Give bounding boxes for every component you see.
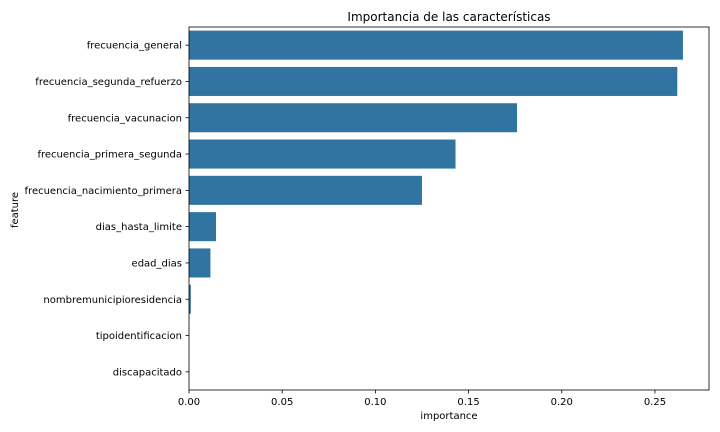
bar-edad_dias xyxy=(189,248,211,278)
bar-frecuencia_vacunacion xyxy=(189,103,518,133)
x-tick-label: 0.10 xyxy=(364,397,386,408)
chart-title: Importancia de las características xyxy=(347,10,550,24)
category-label: dias_hasta_limite xyxy=(96,222,182,233)
category-label: frecuencia_primera_segunda xyxy=(37,150,182,161)
x-tick-label: 0.15 xyxy=(457,397,479,408)
bar-nombremunicipioresidencia xyxy=(189,284,191,314)
category-label: nombremunicipioresidencia xyxy=(43,295,182,306)
plot-frame xyxy=(188,26,710,391)
category-label: frecuencia_general xyxy=(87,41,182,52)
bar-frecuencia_segunda_refuerzo xyxy=(189,66,678,96)
category-label: frecuencia_nacimiento_primera xyxy=(25,186,182,197)
bars-layer xyxy=(189,30,683,314)
bar-frecuencia_primera_segunda xyxy=(189,139,456,169)
category-label: tipoidentificacion xyxy=(96,331,182,342)
x-tick-label: 0.05 xyxy=(271,397,293,408)
category-label: frecuencia_segunda_refuerzo xyxy=(35,77,182,88)
category-label: frecuencia_vacunacion xyxy=(68,113,182,124)
x-tick-label: 0.25 xyxy=(644,397,666,408)
x-axis-label: importance xyxy=(420,411,477,422)
category-label: discapacitado xyxy=(113,367,182,378)
x-tick-label: 0.00 xyxy=(178,397,200,408)
bar-frecuencia_general xyxy=(189,30,683,60)
bar-frecuencia_nacimiento_primera xyxy=(189,175,422,205)
category-label: edad_dias xyxy=(132,258,182,269)
x-ticks: 0.00 0.05 0.10 0.15 0.20 0.25 xyxy=(178,390,666,408)
x-tick-label: 0.20 xyxy=(551,397,573,408)
category-labels: frecuencia_general frecuencia_segunda_ref… xyxy=(25,41,189,378)
y-axis-label: feature xyxy=(10,192,21,228)
bar-dias_hasta_limite xyxy=(189,212,217,242)
